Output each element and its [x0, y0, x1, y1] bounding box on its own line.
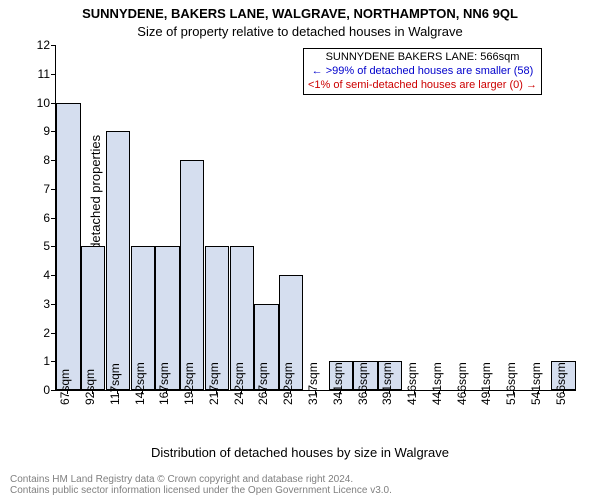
x-axis-label: Distribution of detached houses by size …	[0, 445, 600, 460]
y-tick-label: 11	[20, 67, 50, 81]
plot-area	[55, 45, 576, 391]
y-tick-label: 8	[20, 153, 50, 167]
bar	[180, 160, 204, 390]
chart-footer: Contains HM Land Registry data © Crown c…	[10, 474, 392, 496]
bar	[56, 103, 80, 391]
y-tick-label: 2	[20, 326, 50, 340]
y-tick-label: 5	[20, 239, 50, 253]
y-tick-label: 6	[20, 211, 50, 225]
annotation-line-3: <1% of semi-detached houses are larger (…	[308, 79, 537, 93]
y-tick-label: 7	[20, 182, 50, 196]
bar	[106, 131, 130, 390]
y-tick-label: 4	[20, 268, 50, 282]
y-tick-label: 1	[20, 354, 50, 368]
y-tick-label: 3	[20, 297, 50, 311]
annotation-line-2: ← >99% of detached houses are smaller (5…	[308, 65, 537, 79]
annotation-line-1: SUNNYDENE BAKERS LANE: 566sqm	[308, 51, 537, 65]
chart-subtitle: Size of property relative to detached ho…	[0, 24, 600, 39]
y-tick-label: 0	[20, 383, 50, 397]
chart-title: SUNNYDENE, BAKERS LANE, WALGRAVE, NORTHA…	[0, 6, 600, 21]
y-tick-label: 12	[20, 38, 50, 52]
annotation-box: SUNNYDENE BAKERS LANE: 566sqm ← >99% of …	[303, 48, 542, 95]
y-tick-label: 9	[20, 124, 50, 138]
property-size-chart: SUNNYDENE, BAKERS LANE, WALGRAVE, NORTHA…	[0, 0, 600, 500]
y-tick-label: 10	[20, 96, 50, 110]
